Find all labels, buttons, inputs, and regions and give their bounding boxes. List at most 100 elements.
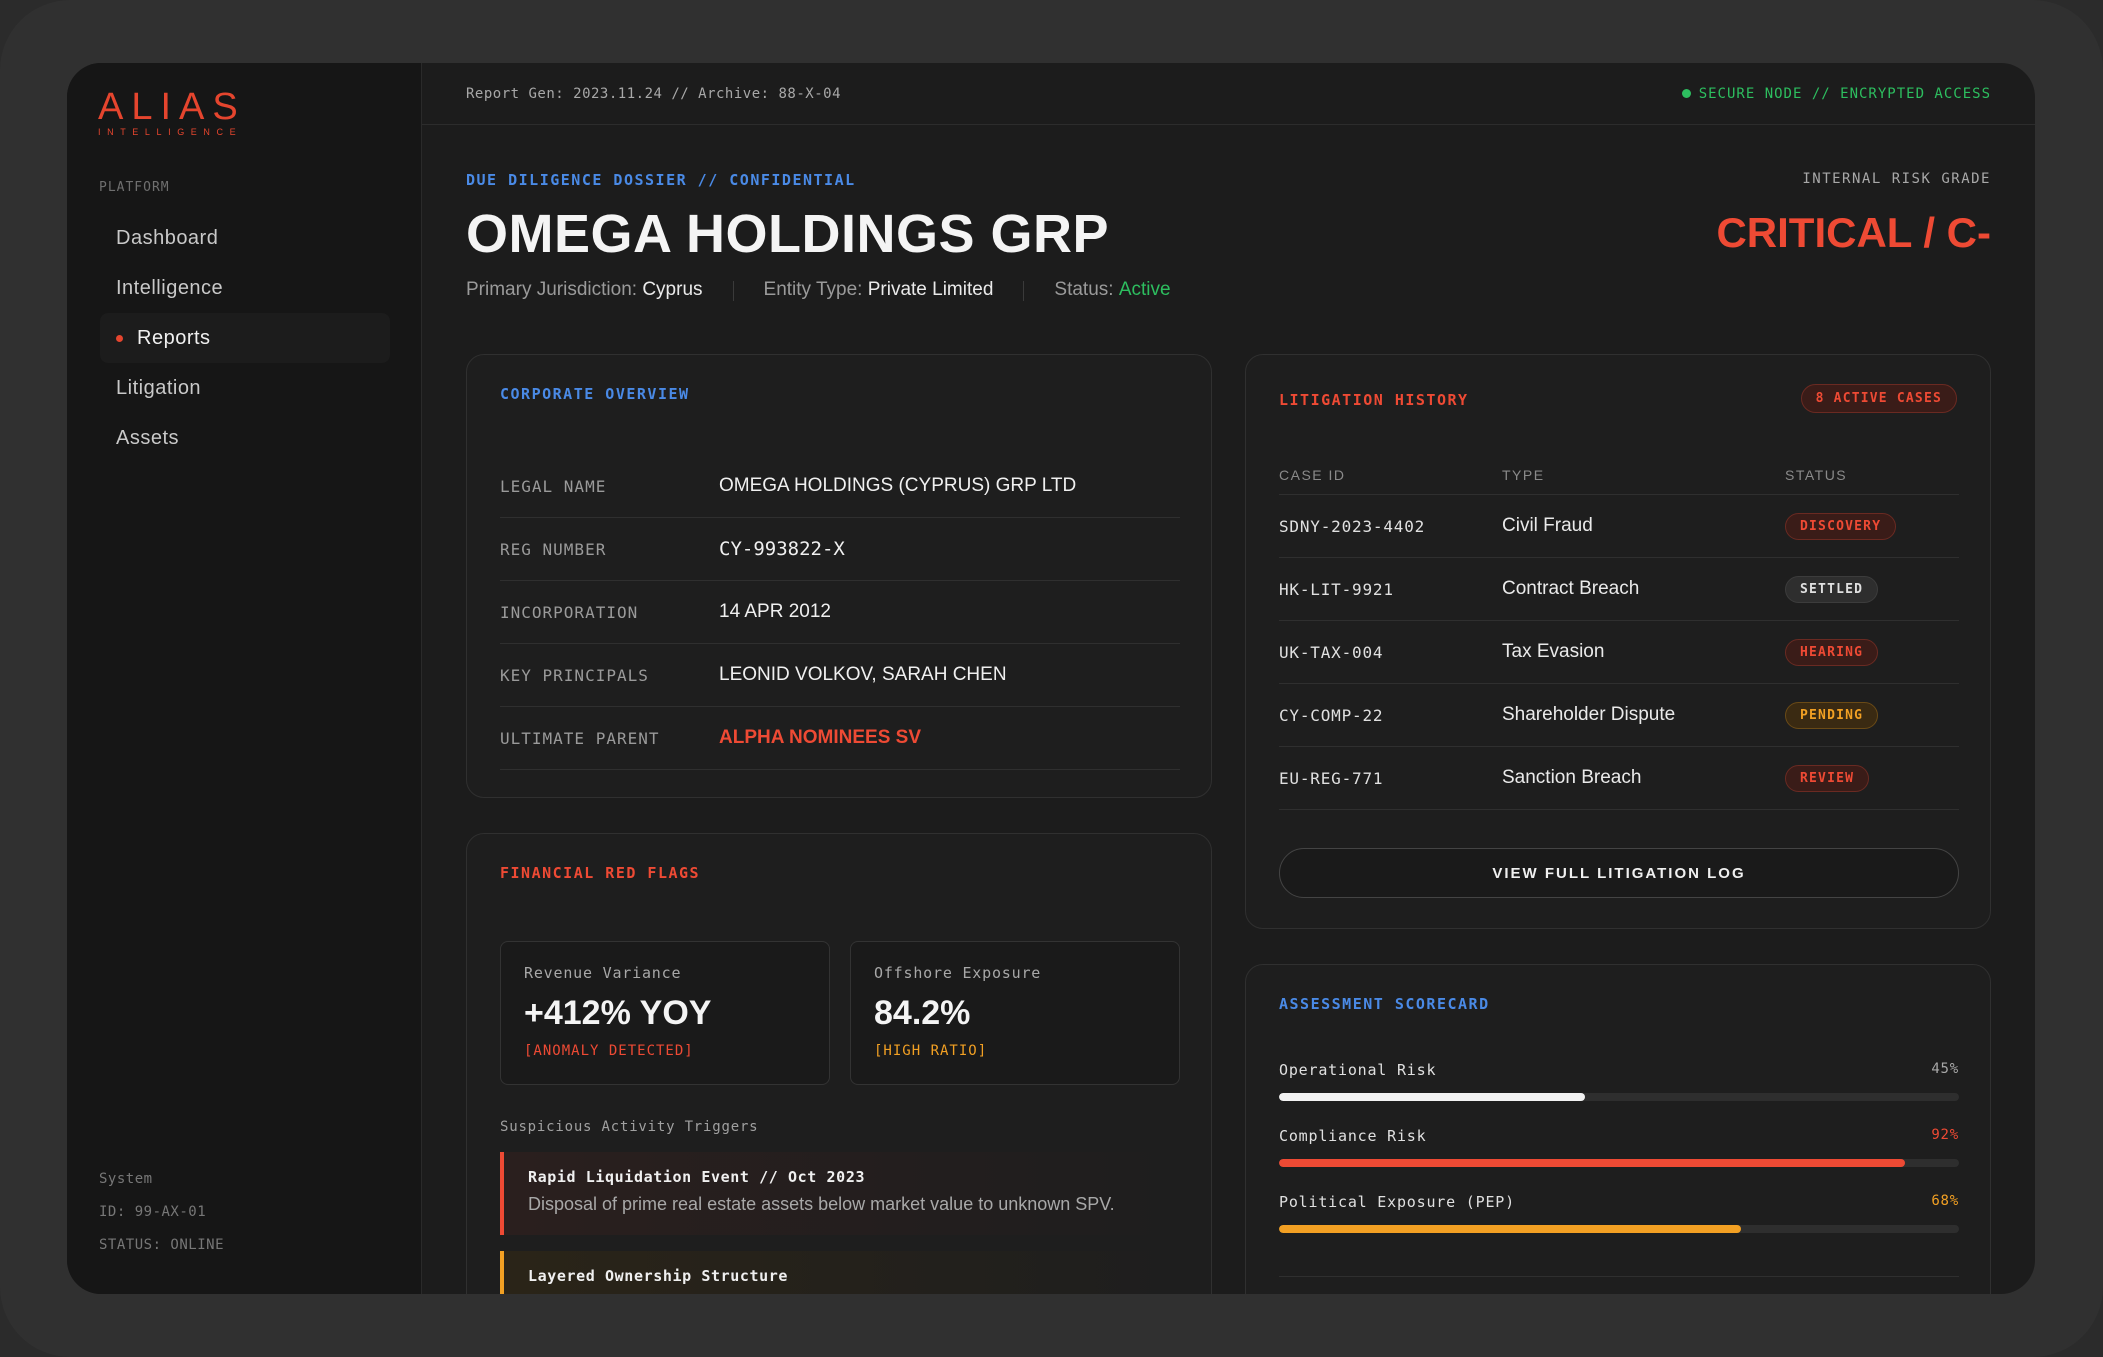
case-id: CY-COMP-22 xyxy=(1279,705,1384,725)
corporate-key: INCORPORATION xyxy=(500,602,639,622)
sidebar-item-label: Dashboard xyxy=(116,226,219,249)
entity-meta: Primary Jurisdiction: Cyprus Entity Type… xyxy=(466,279,1991,301)
jurisdiction-label: Primary Jurisdiction: xyxy=(466,279,638,300)
stat-value: 84.2% xyxy=(874,994,971,1032)
page-title: OMEGA HOLDINGS GRP xyxy=(466,204,1110,264)
trigger-description: Disposal of prime real estate assets bel… xyxy=(528,1194,1115,1214)
revenue-variance-stat: Revenue Variance +412% YOY [ANOMALY DETE… xyxy=(500,941,830,1085)
status-badge: PENDING xyxy=(1785,701,1879,729)
sidebar-item-litigation[interactable]: Litigation xyxy=(100,363,390,413)
corporate-value: LEONID VOLKOV, SARAH CHEN xyxy=(719,664,1007,685)
assessment-scorecard-card: ASSESSMENT SCORECARD Operational Risk 45… xyxy=(1245,964,1991,1294)
score-label: Compliance Risk xyxy=(1279,1127,1427,1145)
score-row: Compliance Risk 92% xyxy=(1279,1127,1959,1193)
secure-status-text: SECURE NODE // ENCRYPTED ACCESS xyxy=(1698,85,1991,102)
table-row[interactable]: CY-COMP-22 Shareholder Dispute PENDING xyxy=(1279,684,1959,747)
corporate-overview-card: CORPORATE OVERVIEW LEGAL NAME OMEGA HOLD… xyxy=(466,354,1212,798)
status-badge: DISCOVERY xyxy=(1785,512,1897,540)
column-header-case-id: CASE ID xyxy=(1279,466,1346,483)
active-cases-badge: 8 ACTIVE CASES xyxy=(1800,384,1957,413)
case-id: EU-REG-771 xyxy=(1279,768,1384,788)
corporate-row: KEY PRINCIPALS LEONID VOLKOV, SARAH CHEN xyxy=(500,644,1180,707)
risk-grade-label: INTERNAL RISK GRADE xyxy=(1802,171,1991,187)
sidebar-item-dashboard[interactable]: Dashboard xyxy=(100,213,390,263)
trigger-title: Layered Ownership Structure xyxy=(528,1267,789,1285)
score-bar-fill xyxy=(1279,1159,1905,1167)
sidebar-item-assets[interactable]: Assets xyxy=(100,413,390,463)
active-dot-icon xyxy=(116,334,123,342)
meta-divider xyxy=(1023,281,1025,301)
sidebar-item-reports[interactable]: Reports xyxy=(100,313,390,363)
card-title: CORPORATE OVERVIEW xyxy=(500,385,690,403)
score-bar-fill xyxy=(1279,1093,1585,1101)
app-window: ALIAS INTELLIGENCE PLATFORM Dashboard In… xyxy=(67,63,2035,1294)
case-type: Civil Fraud xyxy=(1502,515,1593,536)
ultimate-parent-link[interactable]: ALPHA NOMINEES SV xyxy=(719,727,921,748)
sidebar-item-label: Intelligence xyxy=(116,276,224,299)
system-label: System xyxy=(99,1171,153,1187)
score-label: Operational Risk xyxy=(1279,1061,1437,1079)
corporate-row: LEGAL NAME OMEGA HOLDINGS (CYPRUS) GRP L… xyxy=(500,455,1180,518)
score-row: Political Exposure (PEP) 68% xyxy=(1279,1193,1959,1259)
corporate-row: REG NUMBER CY-993822-X xyxy=(500,518,1180,581)
table-row[interactable]: SDNY-2023-4402 Civil Fraud DISCOVERY xyxy=(1279,495,1959,558)
corporate-value: CY-993822-X xyxy=(719,538,845,560)
dossier-label: DUE DILIGENCE DOSSIER // CONFIDENTIAL xyxy=(466,171,856,189)
sidebar-nav: Dashboard Intelligence Reports Litigatio… xyxy=(100,213,390,463)
score-percent: 68% xyxy=(1931,1193,1959,1209)
case-id: SDNY-2023-4402 xyxy=(1279,516,1426,536)
table-row[interactable]: EU-REG-771 Sanction Breach REVIEW xyxy=(1279,747,1959,810)
entity-type-value: Private Limited xyxy=(867,279,994,300)
sidebar-item-intelligence[interactable]: Intelligence xyxy=(100,263,390,313)
divider xyxy=(1279,1276,1959,1277)
status-badge: HEARING xyxy=(1785,638,1879,666)
offshore-exposure-stat: Offshore Exposure 84.2% [HIGH RATIO] xyxy=(850,941,1180,1085)
score-percent: 45% xyxy=(1931,1061,1959,1077)
score-percent: 92% xyxy=(1931,1127,1959,1143)
column-header-status: STATUS xyxy=(1785,466,1848,483)
score-bar xyxy=(1279,1225,1959,1233)
report-info: Report Gen: 2023.11.24 // Archive: 88-X-… xyxy=(466,85,842,102)
logo[interactable]: ALIAS INTELLIGENCE xyxy=(98,85,258,137)
card-title: ASSESSMENT SCORECARD xyxy=(1279,995,1490,1013)
system-status: STATUS: ONLINE xyxy=(99,1237,225,1253)
score-row: Operational Risk 45% xyxy=(1279,1061,1959,1127)
main-content: Report Gen: 2023.11.24 // Archive: 88-X-… xyxy=(422,63,2035,1294)
logo-subtitle: INTELLIGENCE xyxy=(98,127,243,137)
case-id: UK-TAX-004 xyxy=(1279,642,1384,662)
sidebar-item-label: Litigation xyxy=(116,376,202,399)
case-type: Sanction Breach xyxy=(1502,767,1642,788)
sidebar: ALIAS INTELLIGENCE PLATFORM Dashboard In… xyxy=(67,63,422,1294)
corporate-key: ULTIMATE PARENT xyxy=(500,728,660,748)
trigger-item[interactable]: Rapid Liquidation Event // Oct 2023 Disp… xyxy=(500,1152,1180,1235)
stat-flag: [HIGH RATIO] xyxy=(874,1043,988,1059)
meta-divider xyxy=(732,281,734,301)
card-title: LITIGATION HISTORY xyxy=(1279,391,1469,409)
trigger-item[interactable]: Layered Ownership Structure xyxy=(500,1251,1180,1294)
litigation-history-card: LITIGATION HISTORY 8 ACTIVE CASES CASE I… xyxy=(1245,354,1991,929)
system-id: ID: 99-AX-01 xyxy=(99,1204,207,1220)
stat-value: +412% YOY xyxy=(524,994,712,1032)
risk-grade: INTERNAL RISK GRADE CRITICAL / C- xyxy=(1716,171,1991,257)
case-type: Contract Breach xyxy=(1502,578,1640,599)
sidebar-item-label: Assets xyxy=(116,426,180,449)
view-litigation-log-button[interactable]: VIEW FULL LITIGATION LOG xyxy=(1279,848,1959,898)
corporate-row: INCORPORATION 14 APR 2012 xyxy=(500,581,1180,644)
litigation-table: CASE ID TYPE STATUS SDNY-2023-4402 Civil… xyxy=(1279,455,1959,810)
table-row[interactable]: UK-TAX-004 Tax Evasion HEARING xyxy=(1279,621,1959,684)
corporate-rows: LEGAL NAME OMEGA HOLDINGS (CYPRUS) GRP L… xyxy=(500,455,1180,770)
column-header-type: TYPE xyxy=(1502,466,1545,483)
status-value: Active xyxy=(1118,279,1171,300)
score-bar xyxy=(1279,1159,1959,1167)
jurisdiction-value: Cyprus xyxy=(642,279,703,300)
status-badge: SETTLED xyxy=(1785,575,1879,603)
logo-wordmark: ALIAS xyxy=(98,86,246,128)
financial-red-flags-card: FINANCIAL RED FLAGS Revenue Variance +41… xyxy=(466,833,1212,1294)
table-row[interactable]: HK-LIT-9921 Contract Breach SETTLED xyxy=(1279,558,1959,621)
status-label: Status: xyxy=(1054,279,1114,300)
entity-type-label: Entity Type: xyxy=(763,279,863,300)
score-label: Political Exposure (PEP) xyxy=(1279,1193,1515,1211)
stat-label: Offshore Exposure xyxy=(874,964,1042,982)
corporate-value: OMEGA HOLDINGS (CYPRUS) GRP LTD xyxy=(719,475,1077,496)
